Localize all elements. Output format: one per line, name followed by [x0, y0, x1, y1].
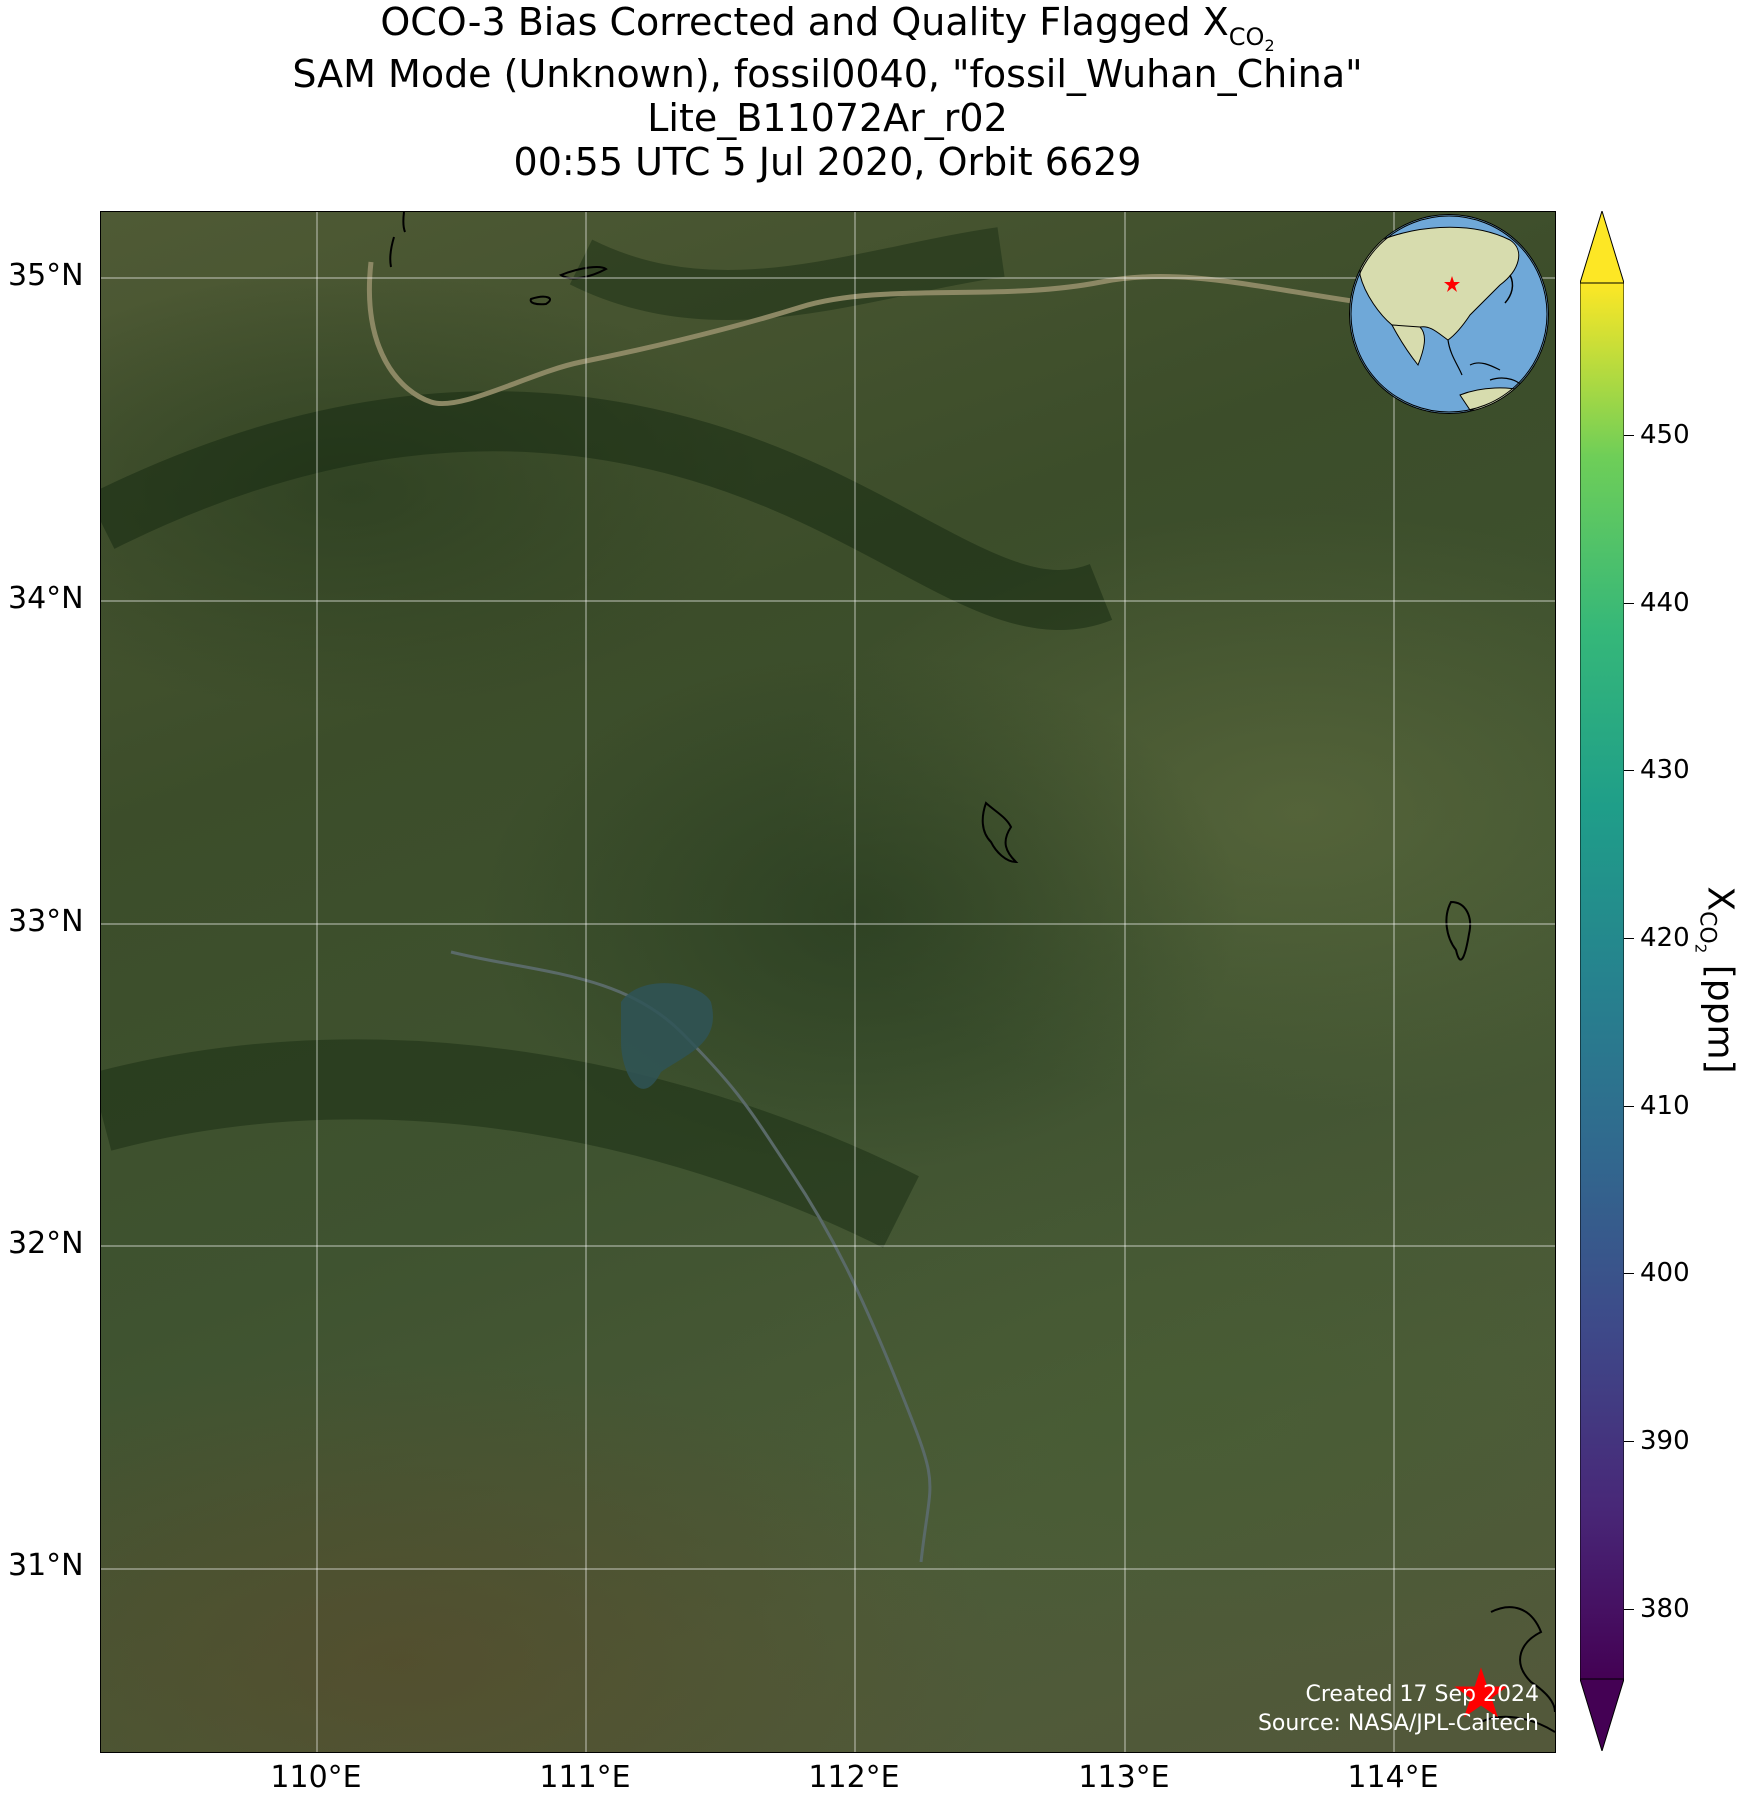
colorbar-title-units: [ppm]: [1699, 953, 1741, 1074]
lon-label-114: 114°E: [1347, 1760, 1439, 1795]
colorbar-label-430: 430: [1640, 755, 1690, 785]
lon-label-110: 110°E: [270, 1760, 362, 1795]
source-attribution: Source: NASA/JPL-Caltech: [1257, 1711, 1539, 1736]
colorbar-tick: [1624, 603, 1634, 604]
lon-label-113: 113°E: [1078, 1760, 1170, 1795]
reservoir: [621, 983, 713, 1089]
lake-outline: [981, 801, 1019, 864]
colorbar-title-subscript: CO2: [1691, 911, 1720, 954]
colorbar-label-380: 380: [1640, 1594, 1690, 1624]
colorbar-label-400: 400: [1640, 1258, 1690, 1288]
colorbar-title-sub-2: 2: [1691, 943, 1710, 954]
mountain-ridge: [101, 391, 1113, 630]
lat-label-33: 33°N: [8, 904, 84, 939]
colorbar-tick: [1624, 770, 1634, 771]
lon-label-112: 112°E: [808, 1760, 900, 1795]
mountain-ridge: [569, 227, 1005, 320]
colorbar-label-410: 410: [1640, 1091, 1690, 1121]
lon-label-111: 111°E: [539, 1760, 631, 1795]
globe-outline: [1350, 215, 1548, 413]
title-line-4: 00:55 UTC 5 Jul 2020, Orbit 6629: [513, 140, 1142, 184]
globe-land-asia: [1359, 226, 1520, 341]
title-line-3: Lite_B11072Ar_r02: [647, 96, 1008, 140]
figure-title: OCO-3 Bias Corrected and Quality Flagged…: [0, 0, 1655, 184]
title-line-2: SAM Mode (Unknown), fossil0040, "fossil_…: [292, 52, 1363, 96]
colorbar-title-x: X: [1699, 886, 1741, 912]
globe-red-star-icon: [1444, 276, 1460, 292]
lake-outline: [389, 212, 406, 268]
globe-land-india: [1391, 324, 1425, 366]
credit-text: Created 17 Sep 2024 Source: NASA/JPL-Cal…: [1258, 1680, 1539, 1738]
colorbar-tick: [1624, 1609, 1634, 1610]
lake-outline: [1445, 900, 1471, 961]
colorbar-label-440: 440: [1640, 588, 1690, 618]
globe-land-japan: [1504, 274, 1514, 304]
han-river: [450, 950, 932, 1563]
title-sub-co: CO: [1228, 23, 1265, 51]
map-overlay: [101, 212, 1555, 1752]
created-date: Created 17 Sep 2024: [1305, 1682, 1540, 1707]
colorbar-tick: [1624, 938, 1634, 939]
lat-label-34: 34°N: [8, 581, 84, 616]
colorbar-title-sub-co: CO: [1694, 911, 1720, 944]
yellow-river: [367, 261, 1452, 406]
colorbar-tick: [1624, 1441, 1634, 1442]
colorbar-tick: [1624, 435, 1634, 436]
globe-icon: [1350, 215, 1548, 413]
inset-globe: [1349, 214, 1549, 414]
title-line-1: OCO-3 Bias Corrected and Quality Flagged…: [0, 0, 1655, 55]
lat-label-31: 31°N: [8, 1548, 84, 1583]
colorbar: [1579, 209, 1625, 1753]
colorbar-tick: [1624, 1273, 1634, 1274]
colorbar-body: [1579, 282, 1625, 1680]
lat-label-35: 35°N: [8, 258, 84, 293]
colorbar-extend-max: [1579, 209, 1625, 284]
colorbar-label-420: 420: [1640, 923, 1690, 953]
lat-label-32: 32°N: [8, 1226, 84, 1261]
colorbar-graphic: [1579, 209, 1625, 1753]
colorbar-label-450: 450: [1640, 420, 1690, 450]
title-xco2-prefix: OCO-3 Bias Corrected and Quality Flagged…: [380, 0, 1229, 44]
red-star-icon[interactable]: [1454, 1667, 1508, 1718]
colorbar-tick: [1624, 1106, 1634, 1107]
title-sub-2: 2: [1264, 36, 1275, 55]
mountain-ridge: [101, 1039, 919, 1248]
title-xco2-subscript: CO2: [1228, 23, 1275, 55]
colorbar-label-390: 390: [1640, 1426, 1690, 1456]
colorbar-title: XCO2 [ppm]: [1692, 886, 1741, 1074]
gridlines: [101, 212, 1555, 1752]
colorbar-extend-min: [1579, 1678, 1625, 1753]
map-panel[interactable]: Created 17 Sep 2024 Source: NASA/JPL-Cal…: [100, 211, 1556, 1753]
coastline-wuhan: [1480, 1606, 1555, 1733]
